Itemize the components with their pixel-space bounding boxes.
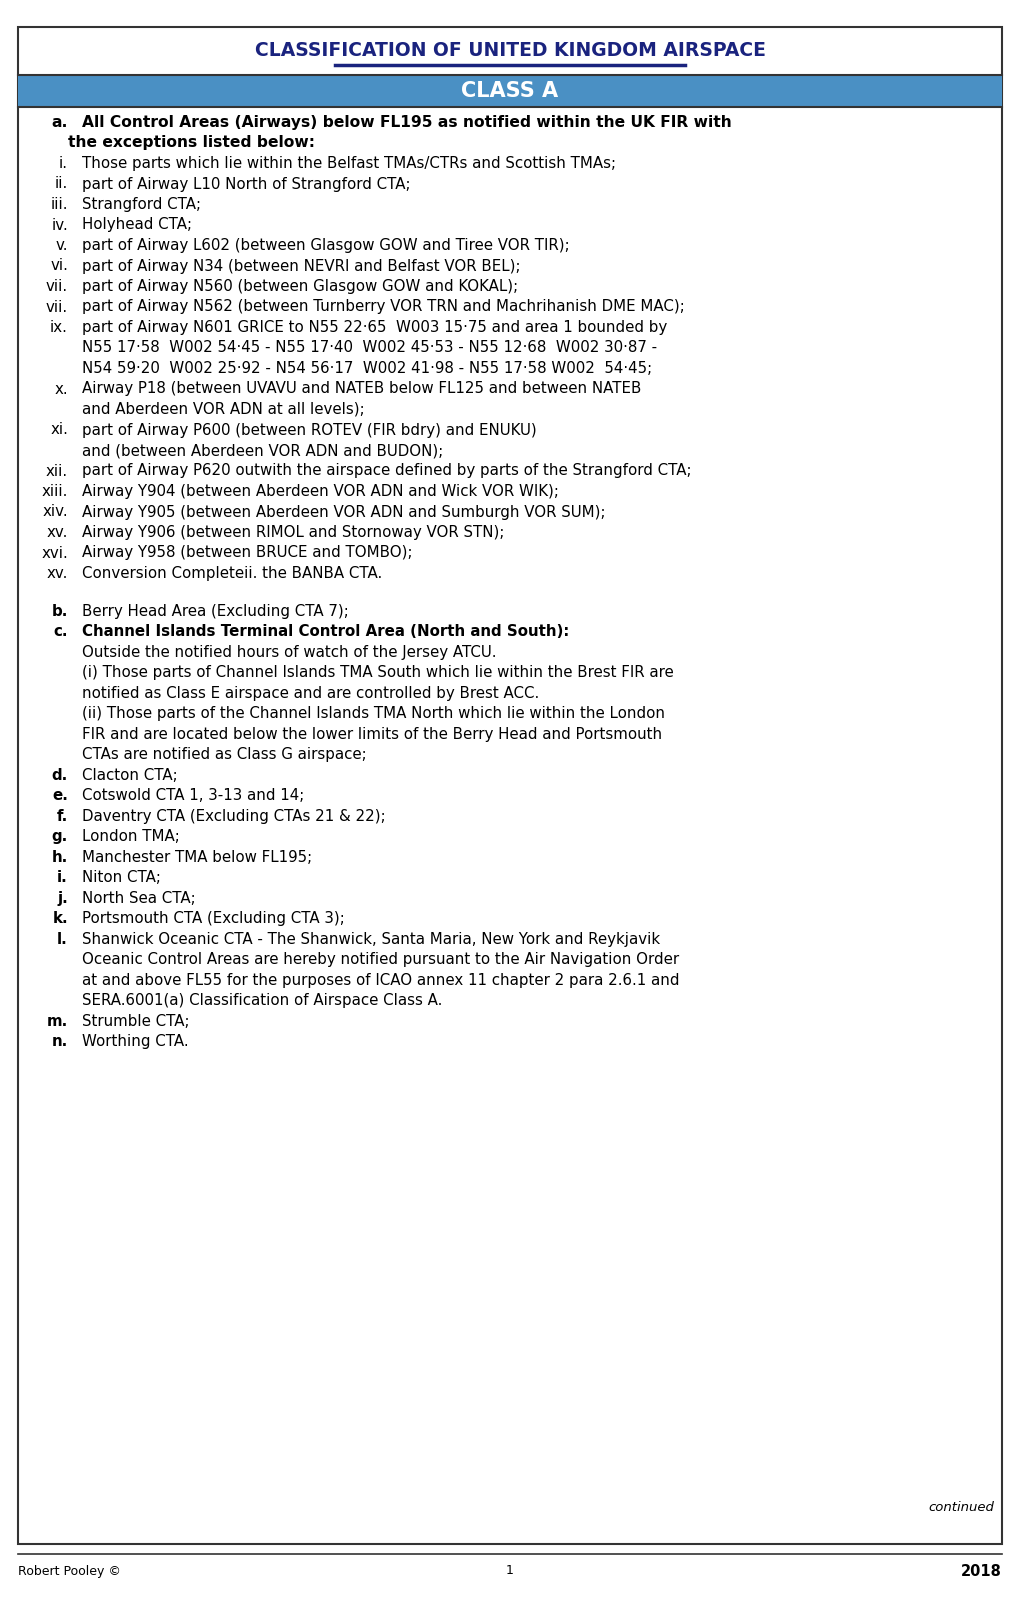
Text: part of Airway N562 (between Turnberry VOR TRN and Machrihanish DME MAC);: part of Airway N562 (between Turnberry V…	[82, 299, 684, 315]
Text: iv.: iv.	[51, 217, 68, 232]
Text: Those parts which lie within the Belfast TMAs/CTRs and Scottish TMAs;: Those parts which lie within the Belfast…	[82, 157, 615, 171]
Text: the exceptions listed below:: the exceptions listed below:	[68, 136, 315, 150]
Text: (ii) Those parts of the Channel Islands TMA North which lie within the London: (ii) Those parts of the Channel Islands …	[82, 707, 664, 721]
Text: Daventry CTA (Excluding CTAs 21 & 22);: Daventry CTA (Excluding CTAs 21 & 22);	[82, 809, 385, 823]
Text: (i) Those parts of Channel Islands TMA South which lie within the Brest FIR are: (i) Those parts of Channel Islands TMA S…	[82, 665, 674, 681]
Text: c.: c.	[53, 625, 68, 640]
Text: Robert Pooley ©: Robert Pooley ©	[18, 1564, 121, 1578]
Text: FIR and are located below the lower limits of the Berry Head and Portsmouth: FIR and are located below the lower limi…	[82, 728, 661, 742]
Text: part of Airway L10 North of Strangford CTA;: part of Airway L10 North of Strangford C…	[82, 176, 410, 192]
Bar	[18, 75, 1001, 107]
Text: ii.: ii.	[55, 176, 68, 192]
Text: part of Airway P620 outwith the airspace defined by parts of the Strangford CTA;: part of Airway P620 outwith the airspace…	[82, 464, 691, 478]
Text: xv.: xv.	[47, 524, 68, 540]
Text: N55 17·58  W002 54·45 - N55 17·40  W002 45·53 - N55 12·68  W002 30·87 -: N55 17·58 W002 54·45 - N55 17·40 W002 45…	[82, 341, 656, 355]
Text: Airway Y906 (between RIMOL and Stornoway VOR STN);: Airway Y906 (between RIMOL and Stornoway…	[82, 524, 503, 540]
Text: xii.: xii.	[46, 464, 68, 478]
Text: Manchester TMA below FL195;: Manchester TMA below FL195;	[82, 851, 312, 865]
Text: xiv.: xiv.	[43, 505, 68, 520]
Text: k.: k.	[52, 911, 68, 926]
Text: Shanwick Oceanic CTA - The Shanwick, Santa Maria, New York and Reykjavik: Shanwick Oceanic CTA - The Shanwick, San…	[82, 932, 659, 947]
Text: d.: d.	[52, 768, 68, 784]
Text: SERA.6001(a) Classification of Airspace Class A.: SERA.6001(a) Classification of Airspace …	[82, 993, 442, 1009]
Text: l.: l.	[57, 932, 68, 947]
Text: g.: g.	[52, 830, 68, 844]
Text: h.: h.	[52, 851, 68, 865]
Text: continued: continued	[927, 1501, 994, 1514]
Text: part of Airway P600 (between ROTEV (FIR bdry) and ENUKU): part of Airway P600 (between ROTEV (FIR …	[82, 422, 536, 438]
Text: vi.: vi.	[50, 259, 68, 273]
Text: Strangford CTA;: Strangford CTA;	[82, 197, 201, 213]
Text: f.: f.	[57, 809, 68, 823]
Text: CTAs are notified as Class G airspace;: CTAs are notified as Class G airspace;	[82, 747, 366, 763]
Text: m.: m.	[47, 1014, 68, 1028]
Text: North Sea CTA;: North Sea CTA;	[82, 891, 196, 907]
Text: Airway Y904 (between Aberdeen VOR ADN and Wick VOR WIK);: Airway Y904 (between Aberdeen VOR ADN an…	[82, 484, 558, 499]
Text: e.: e.	[52, 788, 68, 803]
Text: London TMA;: London TMA;	[82, 830, 179, 844]
Text: Portsmouth CTA (Excluding CTA 3);: Portsmouth CTA (Excluding CTA 3);	[82, 911, 344, 926]
Text: Worthing CTA.: Worthing CTA.	[82, 1035, 189, 1049]
Text: at and above FL55 for the purposes of ICAO annex 11 chapter 2 para 2.6.1 and: at and above FL55 for the purposes of IC…	[82, 972, 679, 988]
Text: xiii.: xiii.	[42, 484, 68, 499]
Text: xvi.: xvi.	[41, 545, 68, 561]
Text: xv.: xv.	[47, 566, 68, 580]
Text: ix.: ix.	[50, 320, 68, 336]
Text: part of Airway L602 (between Glasgow GOW and Tiree VOR TIR);: part of Airway L602 (between Glasgow GOW…	[82, 238, 569, 253]
Text: and (between Aberdeen VOR ADN and BUDON);: and (between Aberdeen VOR ADN and BUDON)…	[82, 443, 443, 457]
Text: vii.: vii.	[46, 299, 68, 315]
Text: and Aberdeen VOR ADN at all levels);: and Aberdeen VOR ADN at all levels);	[82, 401, 364, 417]
Text: i.: i.	[59, 157, 68, 171]
Text: notified as Class E airspace and are controlled by Brest ACC.: notified as Class E airspace and are con…	[82, 686, 539, 700]
Text: vii.: vii.	[46, 278, 68, 294]
Text: a.: a.	[51, 115, 68, 130]
Text: CLASS A: CLASS A	[461, 82, 558, 101]
Text: Conversion Completeii. the BANBA CTA.: Conversion Completeii. the BANBA CTA.	[82, 566, 382, 580]
Text: part of Airway N601 GRICE to N55 22·65  W003 15·75 and area 1 bounded by: part of Airway N601 GRICE to N55 22·65 W…	[82, 320, 666, 336]
Text: All Control Areas (Airways) below FL195 as notified within the UK FIR with: All Control Areas (Airways) below FL195 …	[82, 115, 731, 130]
Text: j.: j.	[57, 891, 68, 907]
Text: part of Airway N560 (between Glasgow GOW and KOKAL);: part of Airway N560 (between Glasgow GOW…	[82, 278, 518, 294]
Text: part of Airway N34 (between NEVRI and Belfast VOR BEL);: part of Airway N34 (between NEVRI and Be…	[82, 259, 520, 273]
Text: N54 59·20  W002 25·92 - N54 56·17  W002 41·98 - N55 17·58 W002  54·45;: N54 59·20 W002 25·92 - N54 56·17 W002 41…	[82, 361, 651, 376]
Text: Airway P18 (between UVAVU and NATEB below FL125 and between NATEB: Airway P18 (between UVAVU and NATEB belo…	[82, 382, 641, 397]
Text: iii.: iii.	[51, 197, 68, 213]
Text: Channel Islands Terminal Control Area (North and South):: Channel Islands Terminal Control Area (N…	[82, 625, 569, 640]
Text: Strumble CTA;: Strumble CTA;	[82, 1014, 190, 1028]
Text: CLASSIFICATION OF UNITED KINGDOM AIRSPACE: CLASSIFICATION OF UNITED KINGDOM AIRSPAC…	[255, 42, 764, 61]
Text: Niton CTA;: Niton CTA;	[82, 870, 161, 886]
Text: Berry Head Area (Excluding CTA 7);: Berry Head Area (Excluding CTA 7);	[82, 604, 348, 619]
Text: Holyhead CTA;: Holyhead CTA;	[82, 217, 192, 232]
Text: 1: 1	[505, 1564, 514, 1578]
Text: Airway Y905 (between Aberdeen VOR ADN and Sumburgh VOR SUM);: Airway Y905 (between Aberdeen VOR ADN an…	[82, 505, 605, 520]
Text: Clacton CTA;: Clacton CTA;	[82, 768, 177, 784]
Text: Oceanic Control Areas are hereby notified pursuant to the Air Navigation Order: Oceanic Control Areas are hereby notifie…	[82, 953, 679, 967]
Text: x.: x.	[54, 382, 68, 397]
Text: Airway Y958 (between BRUCE and TOMBO);: Airway Y958 (between BRUCE and TOMBO);	[82, 545, 412, 561]
Text: b.: b.	[52, 604, 68, 619]
Text: Outside the notified hours of watch of the Jersey ATCU.: Outside the notified hours of watch of t…	[82, 644, 496, 660]
Text: i.: i.	[57, 870, 68, 886]
Text: v.: v.	[55, 238, 68, 253]
Text: xi.: xi.	[50, 422, 68, 438]
Text: n.: n.	[52, 1035, 68, 1049]
Text: Cotswold CTA 1, 3-13 and 14;: Cotswold CTA 1, 3-13 and 14;	[82, 788, 304, 803]
Text: 2018: 2018	[960, 1564, 1001, 1578]
